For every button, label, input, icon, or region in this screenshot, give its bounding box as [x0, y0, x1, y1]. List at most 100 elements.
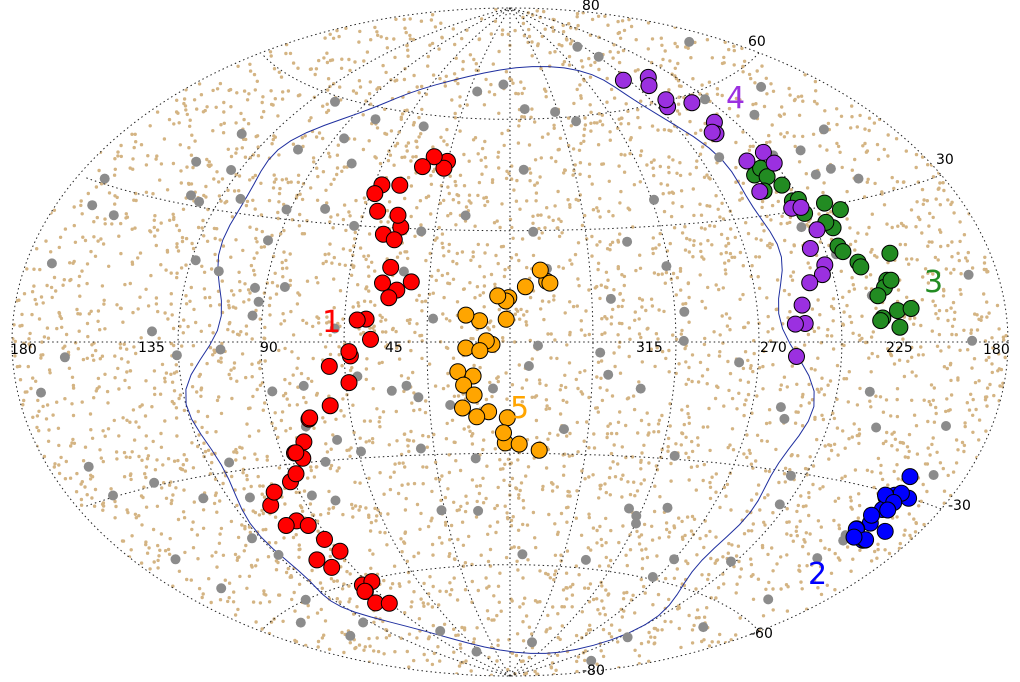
background-point	[239, 330, 243, 334]
background-point	[495, 659, 499, 663]
background-point	[796, 454, 800, 458]
background-point	[448, 319, 452, 323]
group-source	[813, 266, 831, 284]
background-point	[595, 243, 599, 247]
background-point	[379, 35, 383, 39]
background-point	[980, 315, 984, 319]
background-point	[326, 108, 331, 113]
background-point	[399, 636, 403, 640]
background-point	[717, 354, 722, 358]
background-point	[232, 590, 236, 594]
background-point	[756, 483, 761, 487]
background-point	[576, 23, 580, 28]
background-point	[527, 625, 532, 629]
background-point	[779, 222, 783, 226]
background-point	[999, 367, 1004, 372]
background-point	[505, 511, 509, 515]
background-point	[347, 600, 351, 604]
background-point	[327, 507, 331, 511]
background-point	[99, 456, 104, 460]
background-point	[567, 490, 571, 494]
gray-source	[186, 190, 196, 201]
background-point	[375, 30, 379, 34]
background-point	[35, 247, 39, 251]
background-point	[382, 492, 386, 496]
background-point	[763, 496, 767, 500]
background-point	[331, 226, 335, 230]
gray-source	[698, 622, 709, 633]
background-point	[366, 265, 371, 269]
background-point	[126, 510, 130, 515]
background-point	[788, 310, 792, 314]
background-point	[238, 288, 242, 293]
background-point	[718, 632, 722, 637]
background-point	[81, 459, 86, 463]
background-point	[992, 393, 996, 398]
background-point	[705, 606, 709, 610]
background-point	[689, 56, 693, 60]
background-point	[686, 377, 691, 382]
background-point	[255, 251, 259, 255]
background-point	[910, 398, 914, 402]
background-point	[728, 371, 733, 376]
background-point	[234, 121, 238, 125]
background-point	[655, 554, 659, 558]
background-point	[766, 243, 770, 248]
background-point	[509, 256, 514, 260]
background-point	[553, 522, 557, 526]
background-point	[313, 72, 317, 77]
background-point	[195, 390, 199, 394]
group-source	[801, 240, 819, 257]
background-point	[260, 100, 264, 105]
background-point	[468, 281, 472, 285]
background-point	[159, 445, 164, 449]
background-point	[578, 370, 582, 375]
background-point	[912, 517, 916, 521]
background-point	[219, 356, 223, 360]
background-point	[937, 332, 942, 337]
background-point	[760, 545, 765, 550]
background-point	[252, 256, 256, 260]
background-point	[890, 444, 894, 448]
gray-source	[572, 41, 583, 52]
background-point	[932, 420, 937, 424]
background-point	[377, 420, 381, 424]
background-point	[53, 462, 57, 466]
background-point	[639, 482, 643, 486]
background-point	[673, 41, 677, 46]
background-point	[219, 411, 224, 416]
background-point	[185, 165, 189, 169]
background-point	[184, 88, 188, 92]
background-point	[367, 513, 371, 517]
background-point	[133, 226, 137, 230]
background-point	[699, 213, 704, 217]
background-point	[176, 458, 180, 463]
background-point	[419, 19, 424, 23]
background-point	[650, 538, 655, 542]
background-point	[493, 447, 497, 451]
background-point	[816, 586, 820, 590]
background-point	[281, 394, 286, 398]
background-point	[555, 485, 559, 489]
background-point	[895, 463, 899, 467]
background-point	[639, 99, 643, 103]
background-point	[555, 356, 559, 361]
background-point	[801, 544, 805, 549]
background-point	[373, 303, 377, 307]
background-point	[887, 551, 892, 556]
background-point	[195, 533, 200, 537]
background-point	[373, 155, 377, 159]
background-point	[595, 597, 599, 601]
background-point	[982, 261, 987, 265]
background-point	[353, 480, 357, 484]
background-point	[589, 548, 593, 552]
background-point	[137, 454, 141, 459]
background-point	[657, 308, 661, 312]
meridian-line	[509, 7, 594, 677]
background-point	[574, 564, 578, 568]
gray-source	[339, 133, 350, 144]
background-point	[928, 211, 932, 216]
background-point	[502, 478, 506, 482]
background-point	[749, 76, 753, 81]
background-point	[316, 645, 320, 649]
